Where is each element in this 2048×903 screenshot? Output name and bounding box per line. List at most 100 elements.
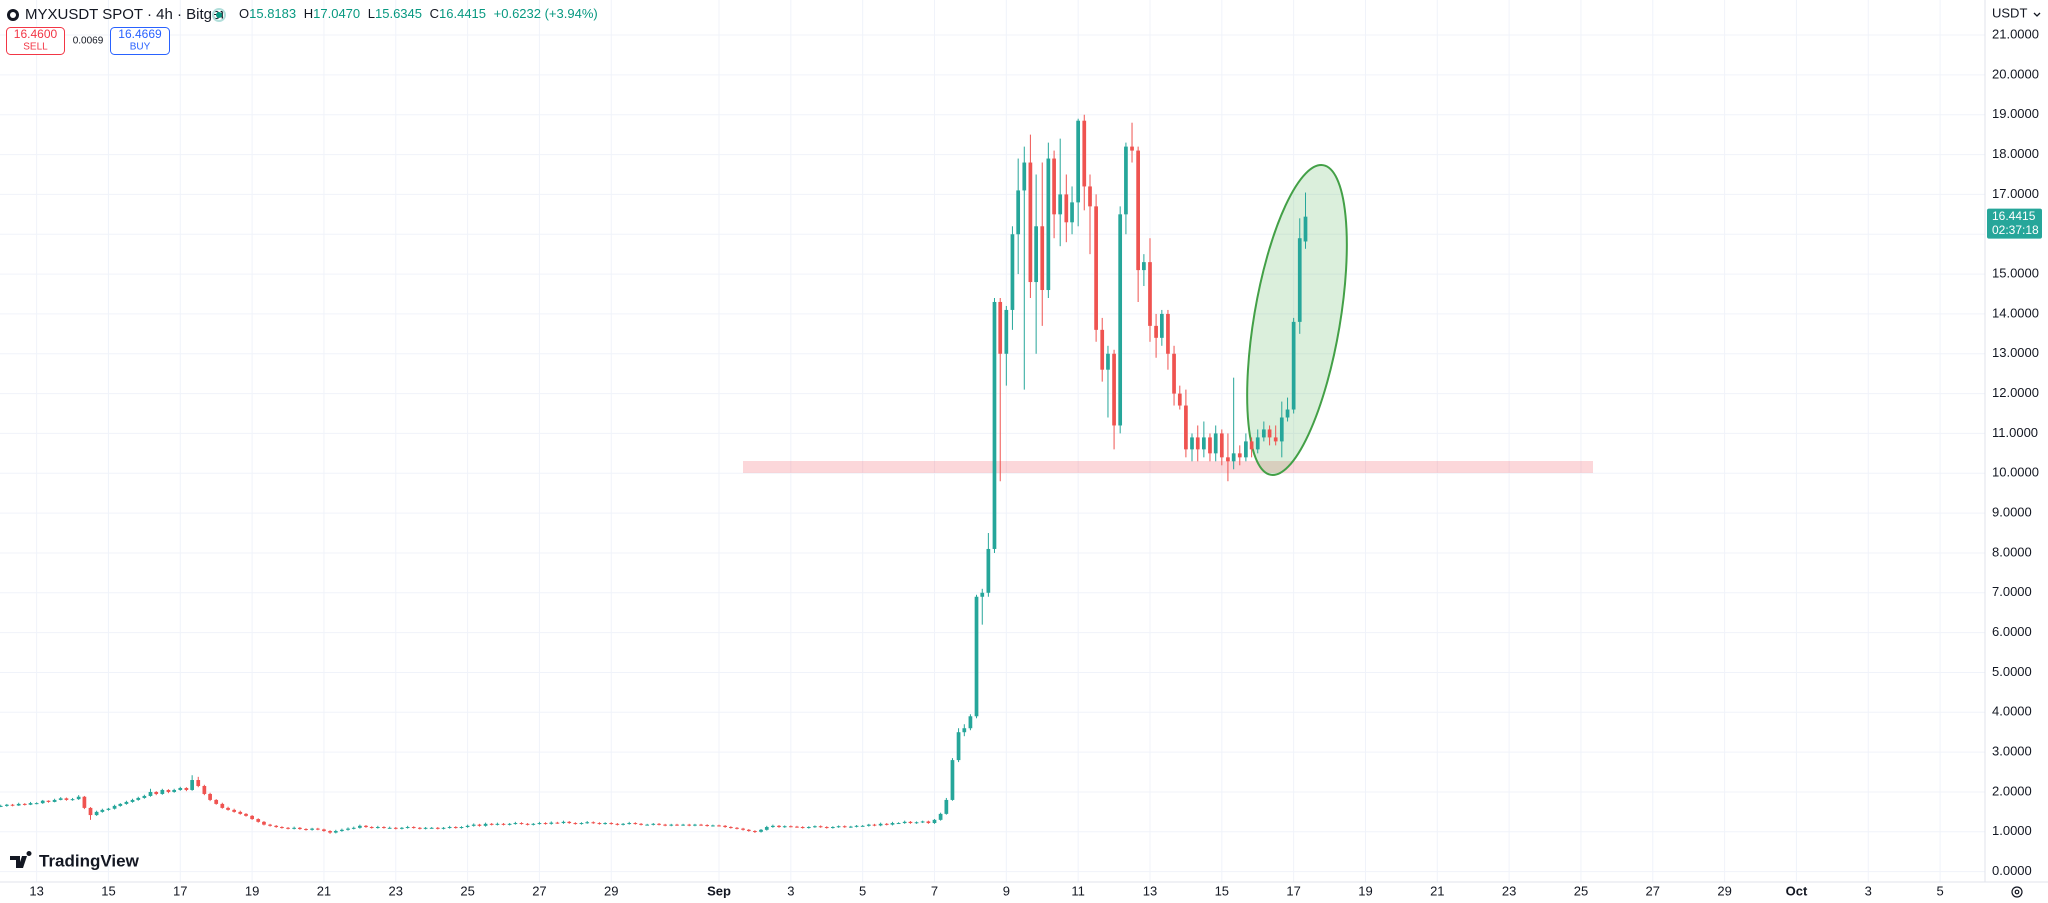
x-tick-label: 13 <box>1143 883 1157 898</box>
buy-label[interactable]: BUY <box>130 42 151 53</box>
candle-body <box>298 827 302 830</box>
x-tick-label: 29 <box>604 883 618 898</box>
price-tag: 16.4415 02:37:18 <box>1987 208 2042 239</box>
candle-body <box>806 827 811 829</box>
candle-body <box>1244 441 1248 458</box>
candle-body <box>986 548 991 593</box>
candle-body <box>358 825 362 828</box>
sell-price[interactable]: 16.4600 <box>14 27 58 41</box>
candle-body <box>507 823 512 825</box>
buy-price[interactable]: 16.4669 <box>118 27 162 41</box>
candle-body <box>585 822 590 824</box>
candle-body <box>1070 202 1074 223</box>
candle-body <box>1202 437 1206 450</box>
candle-body <box>351 827 356 829</box>
candle-body <box>884 823 889 825</box>
x-tick-label: Sep <box>707 883 731 898</box>
candle-body <box>459 827 464 829</box>
candle-body <box>1249 441 1254 450</box>
y-tick-label: 1.0000 <box>1992 823 2032 838</box>
x-tick-label: 11 <box>1071 883 1085 898</box>
x-tick-label: 15 <box>1215 883 1229 898</box>
candle-body <box>1285 409 1290 418</box>
currency-label[interactable]: USDT <box>1992 5 2027 20</box>
candle-body <box>950 760 955 800</box>
grid <box>0 0 1985 882</box>
candle-body <box>1112 353 1116 426</box>
candle-body <box>1076 120 1081 203</box>
candle-body <box>274 825 279 828</box>
symbol-title[interactable]: MYXUSDT SPOT · 4h · Bitget <box>25 6 225 23</box>
brand-name[interactable]: TradingView <box>39 851 140 870</box>
candle-body <box>746 829 751 832</box>
y-tick-label: 4.0000 <box>1992 704 2032 719</box>
candle-body <box>836 826 841 828</box>
candle-body <box>0 805 3 807</box>
y-tick-label: 18.0000 <box>1992 146 2039 161</box>
y-tick-label: 2.0000 <box>1992 783 2032 798</box>
open-value: 15.8183 <box>249 6 296 21</box>
candle-body <box>1010 234 1015 310</box>
candle-body <box>328 831 332 833</box>
candle-body <box>842 826 847 828</box>
settings-icon[interactable] <box>2011 886 2023 898</box>
y-tick-label: 19.0000 <box>1992 106 2039 121</box>
candle-body <box>333 831 338 833</box>
sell-box[interactable] <box>6 27 65 55</box>
currency-selector[interactable]: USDT <box>1992 5 2041 20</box>
candle-body <box>866 824 871 826</box>
x-tick-label: 3 <box>1865 883 1872 898</box>
candle-body <box>944 799 949 814</box>
candle-body <box>280 827 284 829</box>
candle-body <box>483 823 488 826</box>
candle-body <box>1291 321 1296 410</box>
candle-body <box>46 800 51 802</box>
brand-logo <box>10 850 32 868</box>
candle-body <box>310 828 314 830</box>
support-zone[interactable] <box>743 461 1593 473</box>
candle-body <box>1184 405 1188 450</box>
sell-label[interactable]: SELL <box>23 42 48 53</box>
x-tick-label: 13 <box>29 883 43 898</box>
candle-body <box>651 823 656 825</box>
candle-body <box>1297 238 1302 322</box>
candle-body <box>441 827 446 829</box>
sell-button[interactable]: 16.4600 SELL <box>6 27 65 55</box>
candle-body <box>76 796 81 800</box>
candle-body <box>1082 120 1087 187</box>
candle-body <box>771 825 775 828</box>
y-tick-label: 10.0000 <box>1992 465 2039 480</box>
buy-box[interactable] <box>110 27 170 55</box>
candle-body <box>178 787 183 790</box>
candle-body <box>735 827 739 829</box>
candle-body <box>1004 309 1009 354</box>
candle-body <box>214 799 219 804</box>
candle-body <box>818 826 823 828</box>
candle-body <box>597 823 602 825</box>
candle-body <box>70 799 75 801</box>
candle-body <box>1159 313 1164 338</box>
candle-body <box>1028 162 1033 283</box>
x-tick-label: 19 <box>1358 883 1372 898</box>
y-tick-label: 21.0000 <box>1992 26 2039 41</box>
x-tick-label: 5 <box>1936 883 1943 898</box>
candle-body <box>657 823 661 825</box>
candle-body <box>202 785 207 794</box>
candle-body <box>567 821 572 824</box>
candle-body <box>573 823 578 825</box>
candle-body <box>717 825 721 827</box>
highlight-ellipse[interactable] <box>1228 158 1365 482</box>
candle-body <box>711 825 715 827</box>
candle-body <box>429 827 434 829</box>
candle-body <box>1255 437 1260 450</box>
candle-body <box>400 827 404 829</box>
candle-body <box>627 823 632 825</box>
candle-body <box>184 787 189 790</box>
buy-button[interactable]: 16.4669 BUY <box>110 27 170 55</box>
candle-body <box>555 822 560 824</box>
candle-body <box>1237 453 1242 458</box>
candle-body <box>304 829 308 831</box>
candle-body <box>52 799 57 802</box>
candle-body <box>387 827 392 829</box>
